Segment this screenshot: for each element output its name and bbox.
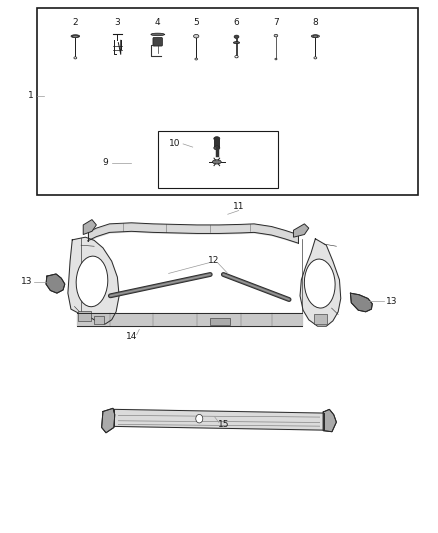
Ellipse shape — [233, 42, 240, 44]
Bar — [314, 314, 327, 324]
Ellipse shape — [314, 57, 317, 59]
Polygon shape — [350, 293, 372, 312]
Ellipse shape — [304, 259, 335, 308]
Ellipse shape — [74, 57, 77, 59]
FancyBboxPatch shape — [153, 37, 162, 46]
Ellipse shape — [313, 35, 318, 37]
Ellipse shape — [214, 146, 220, 150]
Text: 11: 11 — [233, 203, 244, 211]
Text: 8: 8 — [312, 18, 318, 27]
Ellipse shape — [235, 55, 238, 58]
Bar — [158, 131, 278, 188]
Ellipse shape — [212, 160, 221, 164]
Polygon shape — [293, 224, 309, 237]
Ellipse shape — [311, 35, 319, 38]
Ellipse shape — [274, 34, 278, 37]
Bar — [37, 8, 418, 195]
Ellipse shape — [194, 35, 199, 38]
Text: 4: 4 — [155, 18, 160, 27]
Text: 2: 2 — [73, 18, 78, 27]
Polygon shape — [46, 274, 65, 293]
Ellipse shape — [275, 58, 277, 60]
Text: 5: 5 — [193, 18, 199, 27]
Text: 13: 13 — [386, 297, 398, 305]
Text: 14: 14 — [126, 333, 137, 341]
Ellipse shape — [72, 35, 79, 37]
Bar — [94, 316, 104, 324]
Ellipse shape — [76, 256, 108, 306]
Polygon shape — [114, 409, 324, 430]
Ellipse shape — [71, 35, 80, 38]
Polygon shape — [300, 239, 341, 326]
Text: 6: 6 — [233, 18, 240, 27]
Text: 13: 13 — [21, 278, 32, 286]
Ellipse shape — [195, 58, 198, 60]
Text: 1: 1 — [28, 92, 34, 100]
Ellipse shape — [151, 33, 164, 36]
Ellipse shape — [214, 136, 220, 140]
Polygon shape — [83, 220, 96, 235]
Circle shape — [196, 415, 203, 423]
Bar — [214, 139, 220, 148]
Polygon shape — [323, 409, 336, 432]
Text: 15: 15 — [218, 421, 229, 429]
Polygon shape — [68, 237, 119, 324]
Ellipse shape — [234, 35, 239, 38]
Text: 12: 12 — [208, 256, 219, 264]
Bar — [210, 318, 230, 325]
Polygon shape — [102, 408, 115, 433]
Bar — [78, 311, 91, 321]
Text: 7: 7 — [273, 18, 279, 27]
Text: 10: 10 — [170, 140, 181, 148]
Text: 3: 3 — [114, 18, 120, 27]
Text: 9: 9 — [102, 158, 108, 167]
